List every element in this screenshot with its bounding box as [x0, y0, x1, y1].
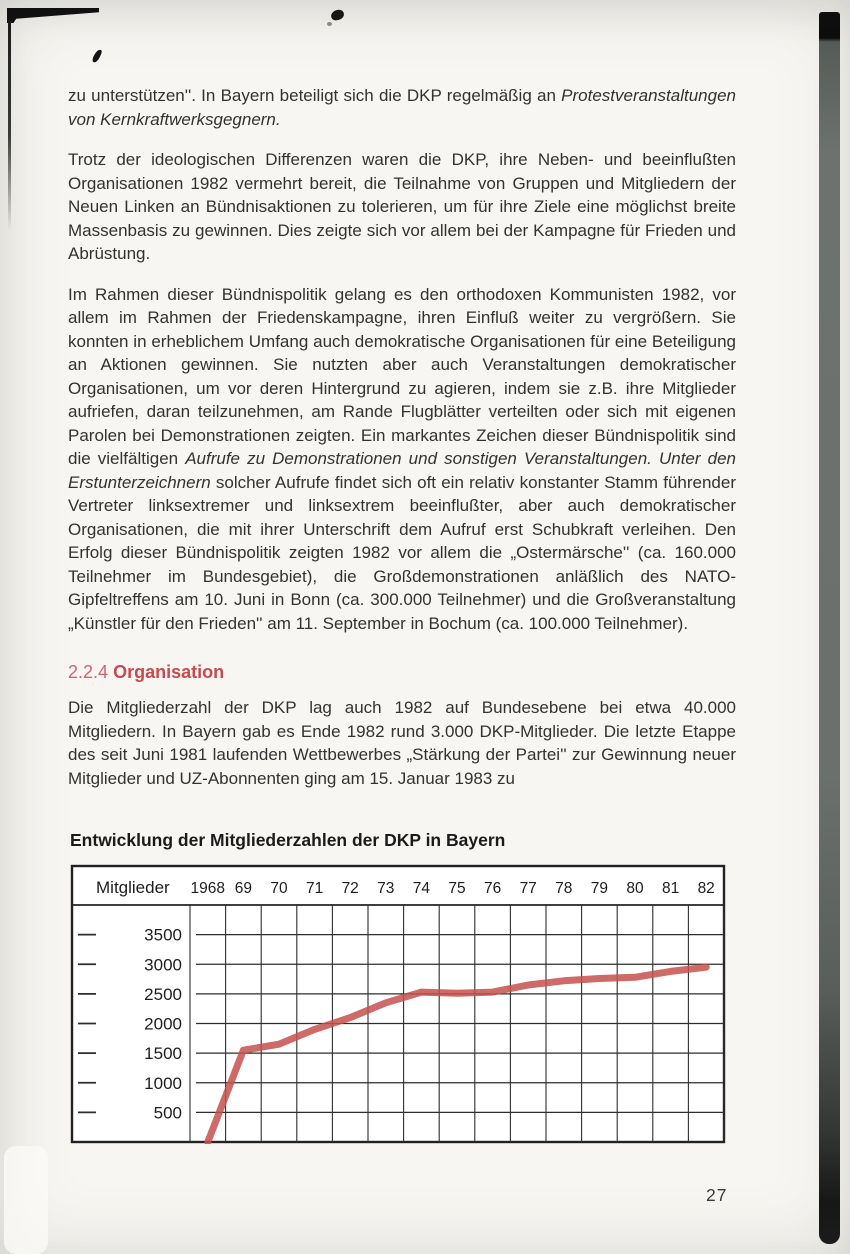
paragraph-2-text: Trotz der ideologischen Differenzen ware…: [68, 150, 736, 263]
y-axis-label: 2500: [144, 985, 182, 1004]
paragraph-1-text: zu unterstützen''. In Bayern beteiligt s…: [68, 86, 562, 105]
x-axis-year-label: 77: [520, 880, 537, 897]
paragraph-2: Trotz der ideologischen Differenzen ware…: [68, 148, 736, 266]
y-axis-label: 1000: [144, 1074, 182, 1093]
x-axis-year-label: 73: [377, 880, 394, 897]
membership-chart: 500 1000 1500 2000 2500 3000 3500 Mitglieder 196…: [70, 864, 726, 1146]
y-axis-label: 3000: [144, 955, 182, 974]
y-axis-label: 2000: [144, 1015, 182, 1034]
x-axis-year-label: 76: [484, 880, 501, 897]
membership-chart-svg: 500 1000 1500 2000 2500 3000 3500 Mitglieder 196…: [70, 864, 726, 1146]
book-binding-shadow: [819, 12, 840, 1244]
y-axis-label: 500: [154, 1103, 182, 1122]
scan-ink-comma-mark: [91, 48, 103, 64]
paragraph-1: zu unterstützen''. In Bayern beteiligt s…: [68, 84, 736, 131]
x-axis-year-label: 1968: [191, 880, 225, 897]
x-axis-year-label: 79: [591, 880, 608, 897]
paragraph-4: Die Mitgliederzahl der DKP lag auch 1982…: [68, 696, 736, 790]
x-axis-year-label: 74: [413, 880, 431, 897]
x-axis-year-label: 71: [306, 880, 323, 897]
scan-corner-fold-mark: [7, 8, 99, 23]
y-axis-label: 3500: [144, 926, 182, 945]
x-axis-year-label: 70: [270, 880, 288, 897]
chart-row-label: Mitglieder: [96, 878, 170, 897]
paragraph-3-italic: Aufrufe zu Demonstrationen und sonstigen…: [68, 449, 736, 492]
y-axis-label: 1500: [144, 1044, 182, 1063]
paragraph-3-text-b: solcher Aufrufe findet sich oft ein rela…: [68, 472, 736, 633]
x-axis-year-label: 75: [448, 880, 465, 897]
scan-paper-highlight: [4, 1146, 48, 1254]
page-content: zu unterstützen''. In Bayern beteiligt s…: [68, 84, 736, 1146]
paragraph-3-text-a: Im Rahmen dieser Bündnispolitik gelang e…: [68, 284, 736, 469]
x-axis-year-label: 72: [342, 880, 359, 897]
x-axis-year-label: 78: [555, 880, 572, 897]
section-title: Organisation: [113, 662, 225, 682]
paragraph-4-text: Die Mitgliederzahl der DKP lag auch 1982…: [68, 698, 736, 788]
section-number: 2.2.4: [68, 662, 109, 682]
scan-left-edge-line: [8, 20, 11, 230]
paragraph-3: Im Rahmen dieser Bündnispolitik gelang e…: [68, 283, 736, 636]
paragraph-1-italic: Protestveranstaltungen von Kernkraftwerk…: [68, 86, 736, 129]
page-number: 27: [706, 1185, 728, 1205]
membership-line-series: [204, 963, 710, 1146]
scan-ink-speck: [327, 22, 332, 26]
x-axis-year-label: 80: [626, 880, 644, 897]
x-axis-year-label: 69: [235, 880, 252, 897]
x-axis-year-label: 81: [662, 880, 679, 897]
scan-ink-dot: [329, 8, 346, 22]
x-axis-year-label: 82: [698, 880, 715, 897]
chart-title: Entwicklung der Mitgliederzahlen der DKP…: [70, 830, 506, 850]
chart-border: [70, 864, 726, 1144]
section-heading: 2.2.4 Organisation: [68, 661, 736, 683]
